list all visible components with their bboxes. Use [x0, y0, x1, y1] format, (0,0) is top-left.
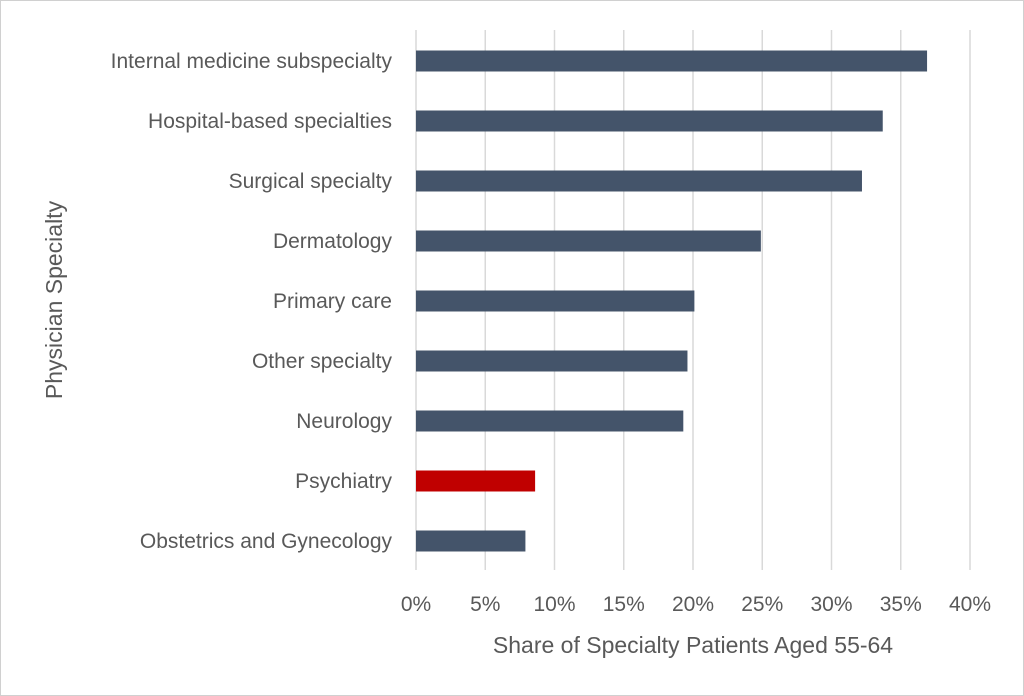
category-label-other-specialty: Other specialty	[252, 350, 393, 373]
x-tick-label: 40%	[949, 593, 991, 616]
bar-dermatology	[416, 230, 761, 252]
x-tick-label: 5%	[470, 593, 500, 616]
bars	[416, 50, 928, 552]
category-label-surgical-specialty: Surgical specialty	[229, 170, 393, 193]
category-label-internal-medicine-subspecialty: Internal medicine subspecialty	[111, 50, 393, 73]
x-axis-title: Share of Specialty Patients Aged 55-64	[493, 632, 893, 658]
x-tick-label: 25%	[741, 593, 783, 616]
bar-primary-care	[416, 290, 695, 312]
category-label-obstetrics-and-gynecology: Obstetrics and Gynecology	[140, 530, 393, 553]
bar-obstetrics-and-gynecology	[416, 530, 526, 552]
x-tick-labels: 0% 5% 10% 15% 20% 25% 30% 35% 40%	[401, 593, 991, 616]
category-labels: Internal medicine subspecialty Hospital-b…	[111, 50, 393, 553]
x-tick-label: 15%	[603, 593, 645, 616]
category-label-hospital-based-specialties: Hospital-based specialties	[148, 110, 392, 133]
bar-surgical-specialty	[416, 170, 862, 192]
category-label-neurology: Neurology	[296, 410, 392, 433]
x-tick-label: 10%	[533, 593, 575, 616]
y-axis-title: Physician Specialty	[41, 200, 67, 399]
x-tick-label: 35%	[880, 593, 922, 616]
x-tick-label: 30%	[810, 593, 852, 616]
category-label-primary-care: Primary care	[273, 290, 392, 313]
bar-neurology	[416, 410, 684, 432]
bar-internal-medicine-subspecialty	[416, 50, 928, 72]
bar-psychiatry	[416, 470, 536, 492]
x-tick-label: 20%	[672, 593, 714, 616]
category-label-dermatology: Dermatology	[273, 230, 393, 253]
category-label-psychiatry: Psychiatry	[295, 470, 392, 493]
bar-other-specialty	[416, 350, 688, 372]
x-tick-label: 0%	[401, 593, 431, 616]
bar-hospital-based-specialties	[416, 110, 883, 132]
